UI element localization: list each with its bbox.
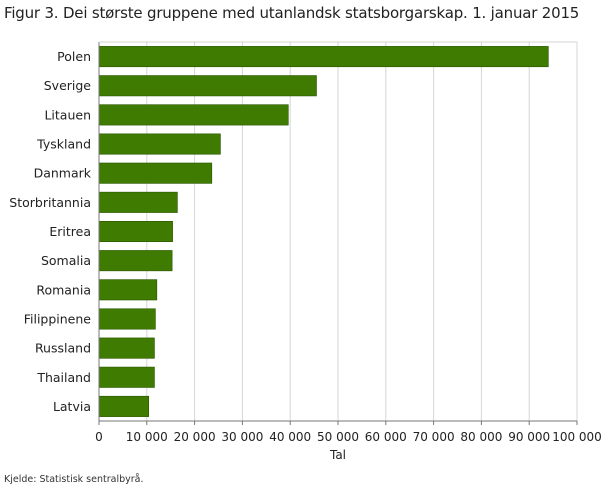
bar-eritrea bbox=[98, 220, 173, 243]
bar-thailand bbox=[98, 366, 155, 388]
category-labels: Polen Sverige Litauen Tyskland Danmark Storbr… bbox=[9, 49, 91, 414]
source-note: Kjelde: Statistisk sentralbyrå. bbox=[4, 474, 144, 485]
category-label: Eritrea bbox=[49, 224, 91, 239]
x-tick-label: 0 bbox=[95, 430, 103, 444]
category-label: Storbritannia bbox=[9, 195, 91, 210]
category-label: Thailand bbox=[36, 370, 91, 385]
bars bbox=[98, 46, 549, 417]
x-tick-label: 50 000 bbox=[317, 430, 359, 444]
x-tick-labels: 0 10 000 20 000 30 000 40 000 50 000 60 000 70 … bbox=[95, 430, 602, 444]
bar-latvia bbox=[98, 395, 150, 417]
x-tick-label: 20 000 bbox=[174, 430, 216, 444]
bar-polen bbox=[98, 46, 549, 68]
category-label: Danmark bbox=[34, 166, 92, 181]
bar-danmark bbox=[98, 162, 213, 184]
category-label: Tyskland bbox=[36, 137, 91, 152]
bar-sverige bbox=[98, 75, 317, 97]
bar-somalia bbox=[98, 250, 173, 272]
category-label: Polen bbox=[57, 49, 91, 64]
bar-tyskland bbox=[98, 133, 221, 155]
x-axis-label: Tal bbox=[329, 448, 346, 462]
x-tick-label: 40 000 bbox=[269, 430, 311, 444]
x-tick-label: 80 000 bbox=[460, 430, 502, 444]
x-tick-label: 90 000 bbox=[508, 430, 550, 444]
bar-romania bbox=[98, 279, 158, 301]
category-label: Filippinene bbox=[24, 311, 92, 326]
bar-filippinene bbox=[98, 308, 156, 330]
axes bbox=[98, 41, 578, 425]
bar-litauen bbox=[98, 104, 289, 126]
x-tick-label: 70 000 bbox=[413, 430, 455, 444]
x-tick-label: 10 000 bbox=[126, 430, 168, 444]
chart-title: Figur 3. Dei største gruppene med utanla… bbox=[4, 4, 580, 22]
category-label: Litauen bbox=[44, 107, 91, 122]
category-label: Romania bbox=[36, 282, 91, 297]
category-label: Sverige bbox=[44, 78, 92, 93]
bar-storbritannia bbox=[98, 191, 178, 213]
x-tick-label: 30 000 bbox=[221, 430, 263, 444]
category-label: Russland bbox=[35, 341, 91, 356]
grid-lines bbox=[146, 42, 578, 421]
category-label: Somalia bbox=[41, 253, 91, 268]
x-tick-label: 60 000 bbox=[365, 430, 407, 444]
x-tick-label: 100 000 bbox=[552, 430, 602, 444]
category-label: Latvia bbox=[53, 399, 91, 414]
bar-russland bbox=[98, 337, 155, 359]
